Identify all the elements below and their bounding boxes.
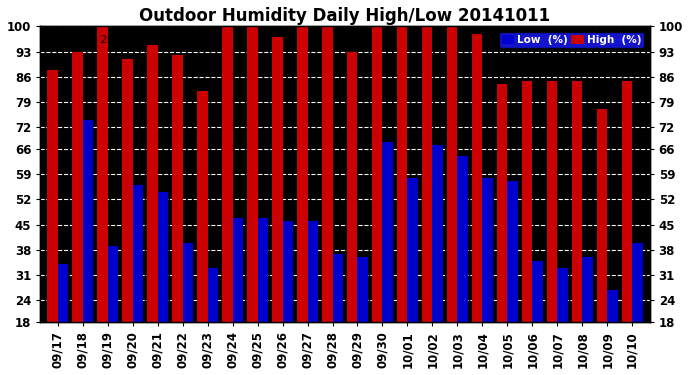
Bar [48,70,58,375]
Bar [382,142,393,375]
Bar [222,27,233,375]
Bar [197,92,208,375]
Bar [333,254,343,375]
Bar [208,268,218,375]
Bar [472,34,482,375]
Bar [122,59,132,375]
Bar [597,110,607,375]
Bar [132,185,144,375]
Bar [407,178,418,375]
Bar [433,146,443,375]
Bar [158,192,168,375]
Bar [497,84,507,375]
Bar [97,27,108,375]
Bar [322,27,333,375]
Bar [447,27,457,375]
Bar [72,52,83,375]
Bar [572,81,582,375]
Bar [283,221,293,375]
Bar [522,81,532,375]
Bar [233,217,243,375]
Legend: Low  (%), High  (%): Low (%), High (%) [499,32,644,48]
Bar [83,120,93,375]
Bar [622,81,632,375]
Bar [457,156,468,375]
Bar [582,257,593,375]
Bar [183,243,193,375]
Bar [272,37,283,375]
Bar [257,217,268,375]
Bar [532,261,543,375]
Bar [397,27,407,375]
Bar [147,45,158,375]
Text: Copyright 2014 Cartronics.com: Copyright 2014 Cartronics.com [46,35,210,45]
Bar [108,246,118,375]
Bar [507,182,518,375]
Bar [297,27,308,375]
Bar [247,27,257,375]
Bar [172,56,183,375]
Bar [58,264,68,375]
Bar [482,178,493,375]
Bar [607,290,618,375]
Bar [308,221,318,375]
Bar [422,27,433,375]
Bar [546,81,558,375]
Title: Outdoor Humidity Daily High/Low 20141011: Outdoor Humidity Daily High/Low 20141011 [139,7,551,25]
Bar [357,257,368,375]
Bar [632,243,642,375]
Bar [372,27,382,375]
Bar [347,52,357,375]
Bar [558,268,568,375]
